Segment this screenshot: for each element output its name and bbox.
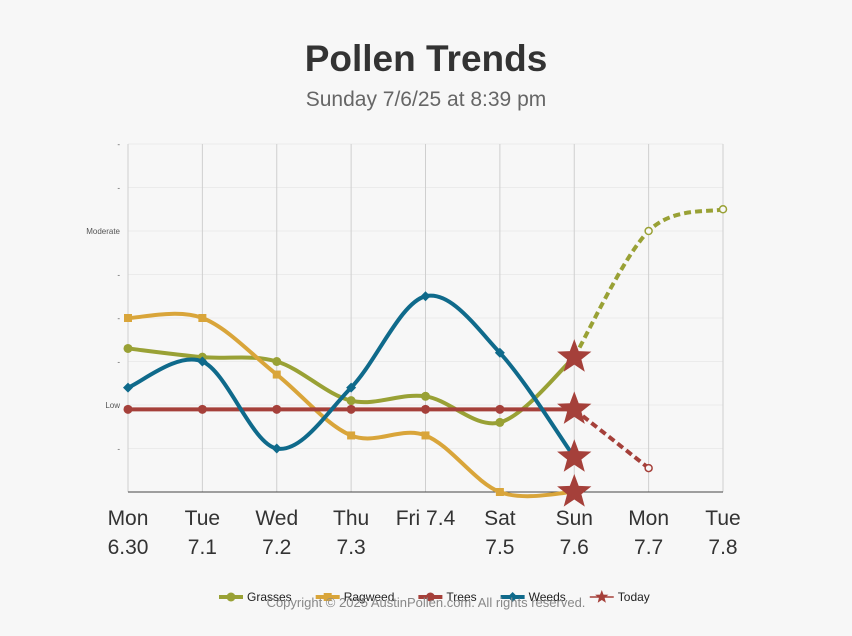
x-tick-label-2: Wed	[255, 507, 298, 530]
x-tick-label-7: Mon	[628, 507, 669, 530]
legend-marker-icon	[425, 592, 435, 602]
data-point-weeds-1	[197, 356, 208, 367]
legend-marker-icon	[507, 592, 518, 602]
legend-marker-icon	[226, 592, 236, 602]
x-tick-sublabel-2: 7.2	[262, 536, 291, 559]
data-point-grasses-3	[346, 396, 356, 406]
data-point-grasses-5	[495, 417, 505, 427]
x-tick-sublabel-8: 7.8	[708, 536, 737, 559]
today-star-grasses[interactable]	[557, 339, 592, 372]
series-forecast-line-trees	[573, 407, 650, 470]
y-tick-label-7: -	[117, 140, 120, 149]
y-tick-label-1: Low	[105, 401, 120, 410]
legend-label: Today	[618, 590, 650, 604]
y-tick-label-2: -	[117, 358, 120, 367]
y-axis: - Low - - - Moderate - -	[86, 140, 120, 454]
y-tick-label-3: -	[117, 314, 120, 323]
data-point-ragweed-5	[495, 488, 504, 496]
x-tick-sublabel-7: 7.7	[634, 536, 663, 559]
y-tick-label-6: -	[117, 184, 120, 193]
today-star-trees[interactable]	[557, 391, 592, 424]
legend-item-weeds[interactable]: Weeds	[500, 590, 566, 604]
x-tick-label-8: Tue	[705, 507, 740, 530]
x-tick-label-4: Fri 7.4	[396, 507, 456, 530]
data-point-ragweed-4	[421, 431, 430, 440]
legend-marker-icon	[323, 593, 332, 601]
data-point-weeds-5	[494, 347, 505, 358]
data-point-ragweed-0	[124, 314, 132, 322]
data-point-grasses-0	[123, 343, 133, 353]
data-point-weeds-4	[420, 291, 431, 302]
today-markers	[557, 339, 592, 507]
data-point-grasses-4	[421, 391, 430, 401]
legend[interactable]: Grasses Ragweed Trees Weeds Today	[219, 590, 650, 604]
x-tick-sublabel-5: 7.5	[485, 536, 514, 559]
legend-star-icon	[595, 590, 609, 603]
data-point-trees-4	[421, 404, 430, 414]
x-tick-label-1: Tue	[185, 507, 220, 530]
legend-label: Ragweed	[344, 590, 395, 604]
data-point-ragweed-3	[347, 431, 356, 440]
legend-label: Grasses	[247, 590, 292, 604]
grid	[127, 143, 724, 493]
data-point-trees-7[interactable]	[644, 463, 653, 473]
copyright-text: Copyright © 2025 AustinPollen.com. All r…	[266, 595, 586, 610]
x-axis: Mon 6.30 Tue 7.1 Wed 7.2 Thu 7.3 Fri 7.4 Sat 7.5 Su…	[108, 507, 741, 559]
y-tick-label-4: -	[117, 271, 120, 280]
x-tick-sublabel-6: 7.6	[560, 536, 589, 559]
x-tick-sublabel-3: 7.3	[337, 536, 366, 559]
legend-label: Weeds	[529, 590, 566, 604]
legend-item-ragweed[interactable]: Ragweed	[315, 590, 395, 604]
legend-item-trees[interactable]: Trees	[418, 590, 477, 604]
data-point-grasses-7[interactable]	[644, 226, 653, 236]
legend-label: Trees	[446, 590, 476, 604]
data-point-trees-3	[346, 404, 356, 414]
data-point-trees-1	[197, 404, 207, 414]
data-point-trees-2	[272, 404, 282, 414]
data-point-weeds-3	[346, 382, 357, 393]
data-point-grasses-2	[272, 357, 282, 366]
today-star-weeds[interactable]	[557, 439, 592, 472]
data-point-trees-0	[123, 404, 133, 414]
chart-title: Pollen Trends	[304, 38, 548, 79]
x-tick-label-0: Mon	[108, 507, 149, 530]
y-tick-label-5: Moderate	[86, 227, 120, 236]
y-tick-label-0: -	[117, 445, 120, 454]
x-tick-sublabel-1: 7.1	[188, 536, 217, 559]
data-point-trees-5	[495, 404, 505, 414]
chart-subtitle: Sunday 7/6/25 at 8:39 pm	[305, 88, 547, 111]
data-point-weeds-0	[123, 382, 133, 393]
x-tick-label-6: Sun	[556, 507, 593, 530]
x-tick-label-5: Sat	[484, 507, 516, 530]
data-point-ragweed-1	[198, 314, 207, 322]
data-point-ragweed-2	[272, 370, 281, 379]
data-point-grasses-8[interactable]	[718, 205, 728, 214]
legend-item-today[interactable]: Today	[589, 590, 650, 604]
x-tick-label-3: Thu	[333, 507, 369, 530]
legend-item-grasses[interactable]: Grasses	[219, 590, 292, 604]
x-tick-sublabel-0: 6.30	[108, 536, 149, 559]
today-star-ragweed[interactable]	[557, 474, 592, 507]
series-lines	[123, 205, 728, 499]
data-point-weeds-2	[271, 443, 282, 454]
